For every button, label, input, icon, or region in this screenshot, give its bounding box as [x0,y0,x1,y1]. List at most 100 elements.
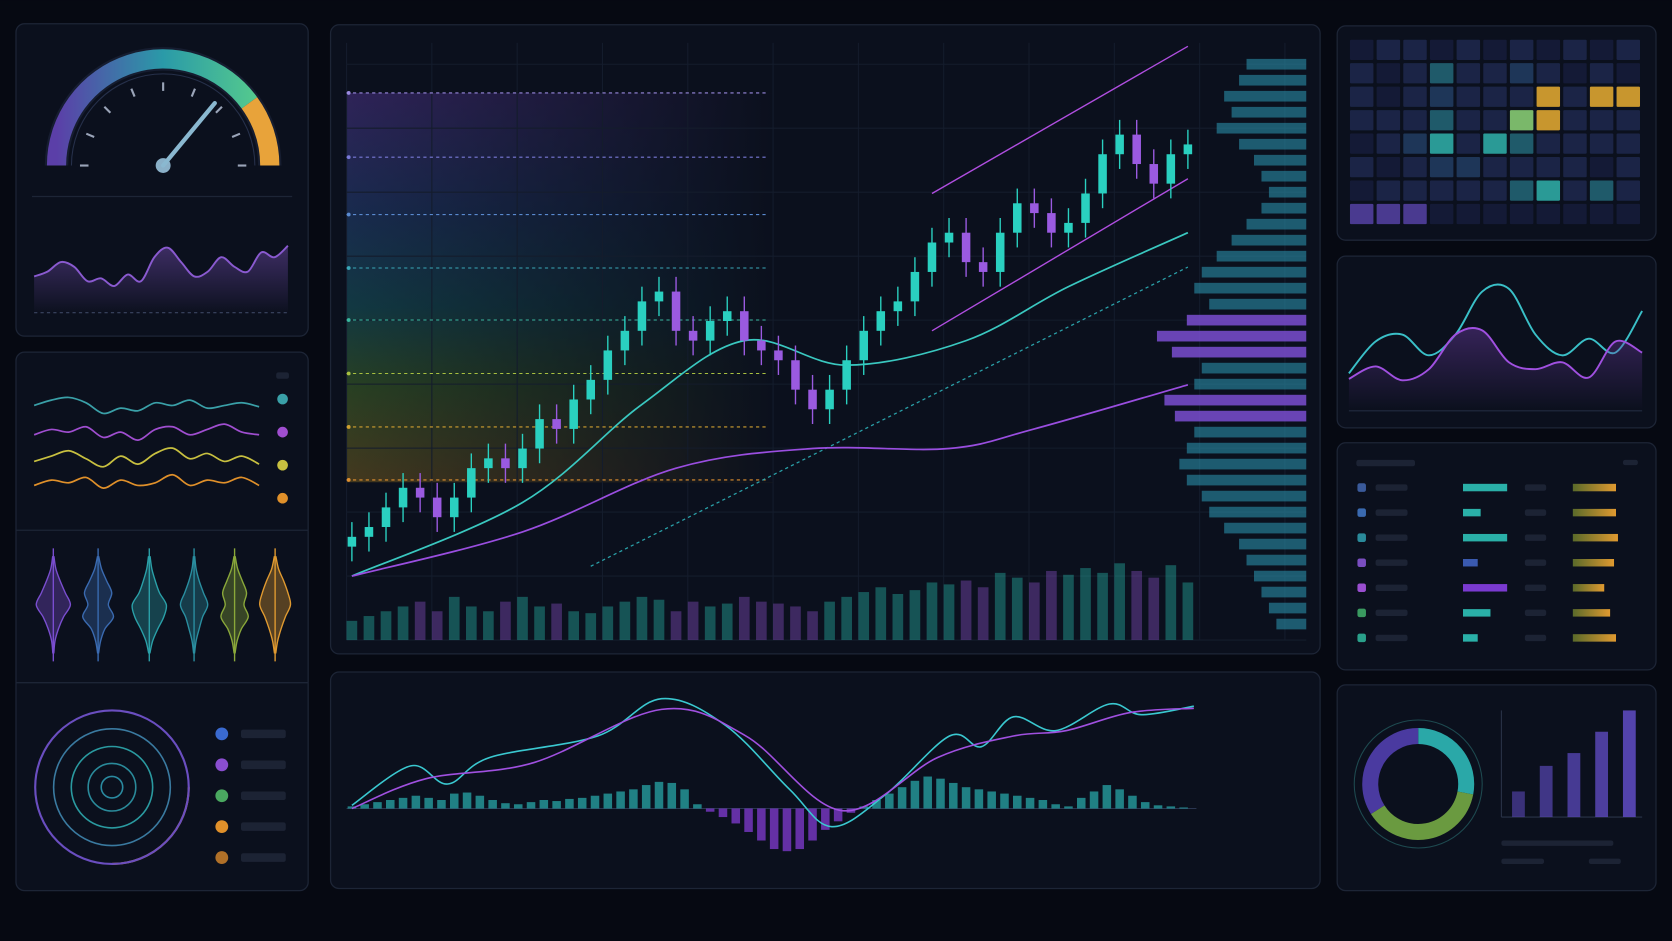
candle-body [1013,203,1022,233]
volume-bar [926,582,938,641]
series-line [33,473,260,489]
heat-cell [1456,86,1481,107]
panel-macd [329,671,1321,890]
profile-bar [1254,570,1307,582]
placeholder-bar [1524,509,1547,516]
profile-bar [1224,522,1307,534]
heat-cell [1589,110,1614,131]
candle-body [1098,154,1107,194]
heat-cell [1403,86,1427,107]
histogram-bar [718,808,728,818]
legend-dot [277,492,288,504]
volume-bar [704,606,716,641]
profile-bar [1174,410,1307,422]
heat-cell [1589,63,1614,84]
row-score [1572,609,1611,617]
heat-cell [1376,86,1401,107]
histogram-bar [501,803,510,809]
heat-cell [1403,39,1427,60]
profile-bar [1268,186,1307,198]
histogram-bar [641,785,651,809]
profile-bar [1216,122,1307,134]
series-line [33,396,260,415]
candle-body [944,232,954,243]
profile-bar [1254,154,1307,166]
heat-cell [1509,39,1534,60]
profile-bar [1186,314,1307,326]
volume-bar [483,611,494,641]
heat-cell [1429,133,1454,154]
volume-bar [448,596,460,641]
candle-body [535,419,544,449]
heat-cell [1376,203,1401,225]
violin [179,556,209,654]
ring [100,775,124,799]
histogram-bar [539,799,549,809]
candle-body [705,321,715,341]
row-score [1572,584,1605,592]
histogram-bar [769,808,779,850]
heat-cell [1509,157,1534,178]
volume-bar [500,601,511,641]
candle-body [1030,203,1039,214]
volume-bar [346,620,358,641]
histogram-bar [373,802,382,809]
heat-cell [1616,63,1641,84]
placeholder-bar [1375,534,1408,541]
volume-bar [824,601,835,641]
heat-cell [1403,63,1427,84]
heat-cell [1349,86,1374,107]
profile-bar [1231,234,1307,246]
heat-cell [1509,180,1534,201]
volume-bar [431,611,443,641]
row-dot [1357,533,1366,542]
moving-average [351,231,1189,577]
volume-bar [1011,577,1023,641]
histogram-bar [705,808,715,812]
candle-body [791,360,800,390]
candle-body [654,291,664,302]
placeholder-bar [1375,509,1408,516]
histogram-bar [872,799,881,809]
legend-dot [215,758,229,772]
heat-cell [1483,180,1507,201]
violin [131,556,168,654]
profile-bar [1194,282,1307,294]
heat-cell [1536,203,1561,225]
volume-bar [1114,563,1125,641]
placeholder-bar [1622,459,1638,466]
heat-cell [1456,133,1481,154]
heat-cell [1589,203,1614,225]
candle-body [501,458,510,469]
wave-area [1348,327,1643,411]
heat-cell [1536,133,1561,154]
row-dot [1357,583,1366,593]
volume-bar [756,601,767,641]
histogram-bar [629,789,638,809]
volume-bar [380,611,392,641]
histogram-bar [897,787,907,809]
volume-bar [1063,574,1074,641]
candle-body [995,232,1005,272]
histogram-bar [1140,802,1150,809]
volume-bar [585,613,597,641]
heat-cell [1456,63,1481,84]
channel-line [931,178,1189,332]
heat-cell [1483,86,1507,107]
heat-cell [1563,180,1587,201]
placeholder-bar [240,760,286,770]
histogram-bar [1000,793,1009,809]
candle-body [569,399,578,429]
volume-bar [363,616,375,641]
histogram-bar [731,808,741,824]
candle-body [364,527,374,537]
candle-body [671,291,681,331]
heat-cell [1376,133,1401,154]
placeholder-bar [1375,484,1408,491]
histogram-bar [449,793,459,809]
placeholder-bar [1375,609,1408,617]
profile-bar [1224,90,1307,102]
donut-outline [1353,719,1483,849]
row-bar [1463,559,1478,567]
